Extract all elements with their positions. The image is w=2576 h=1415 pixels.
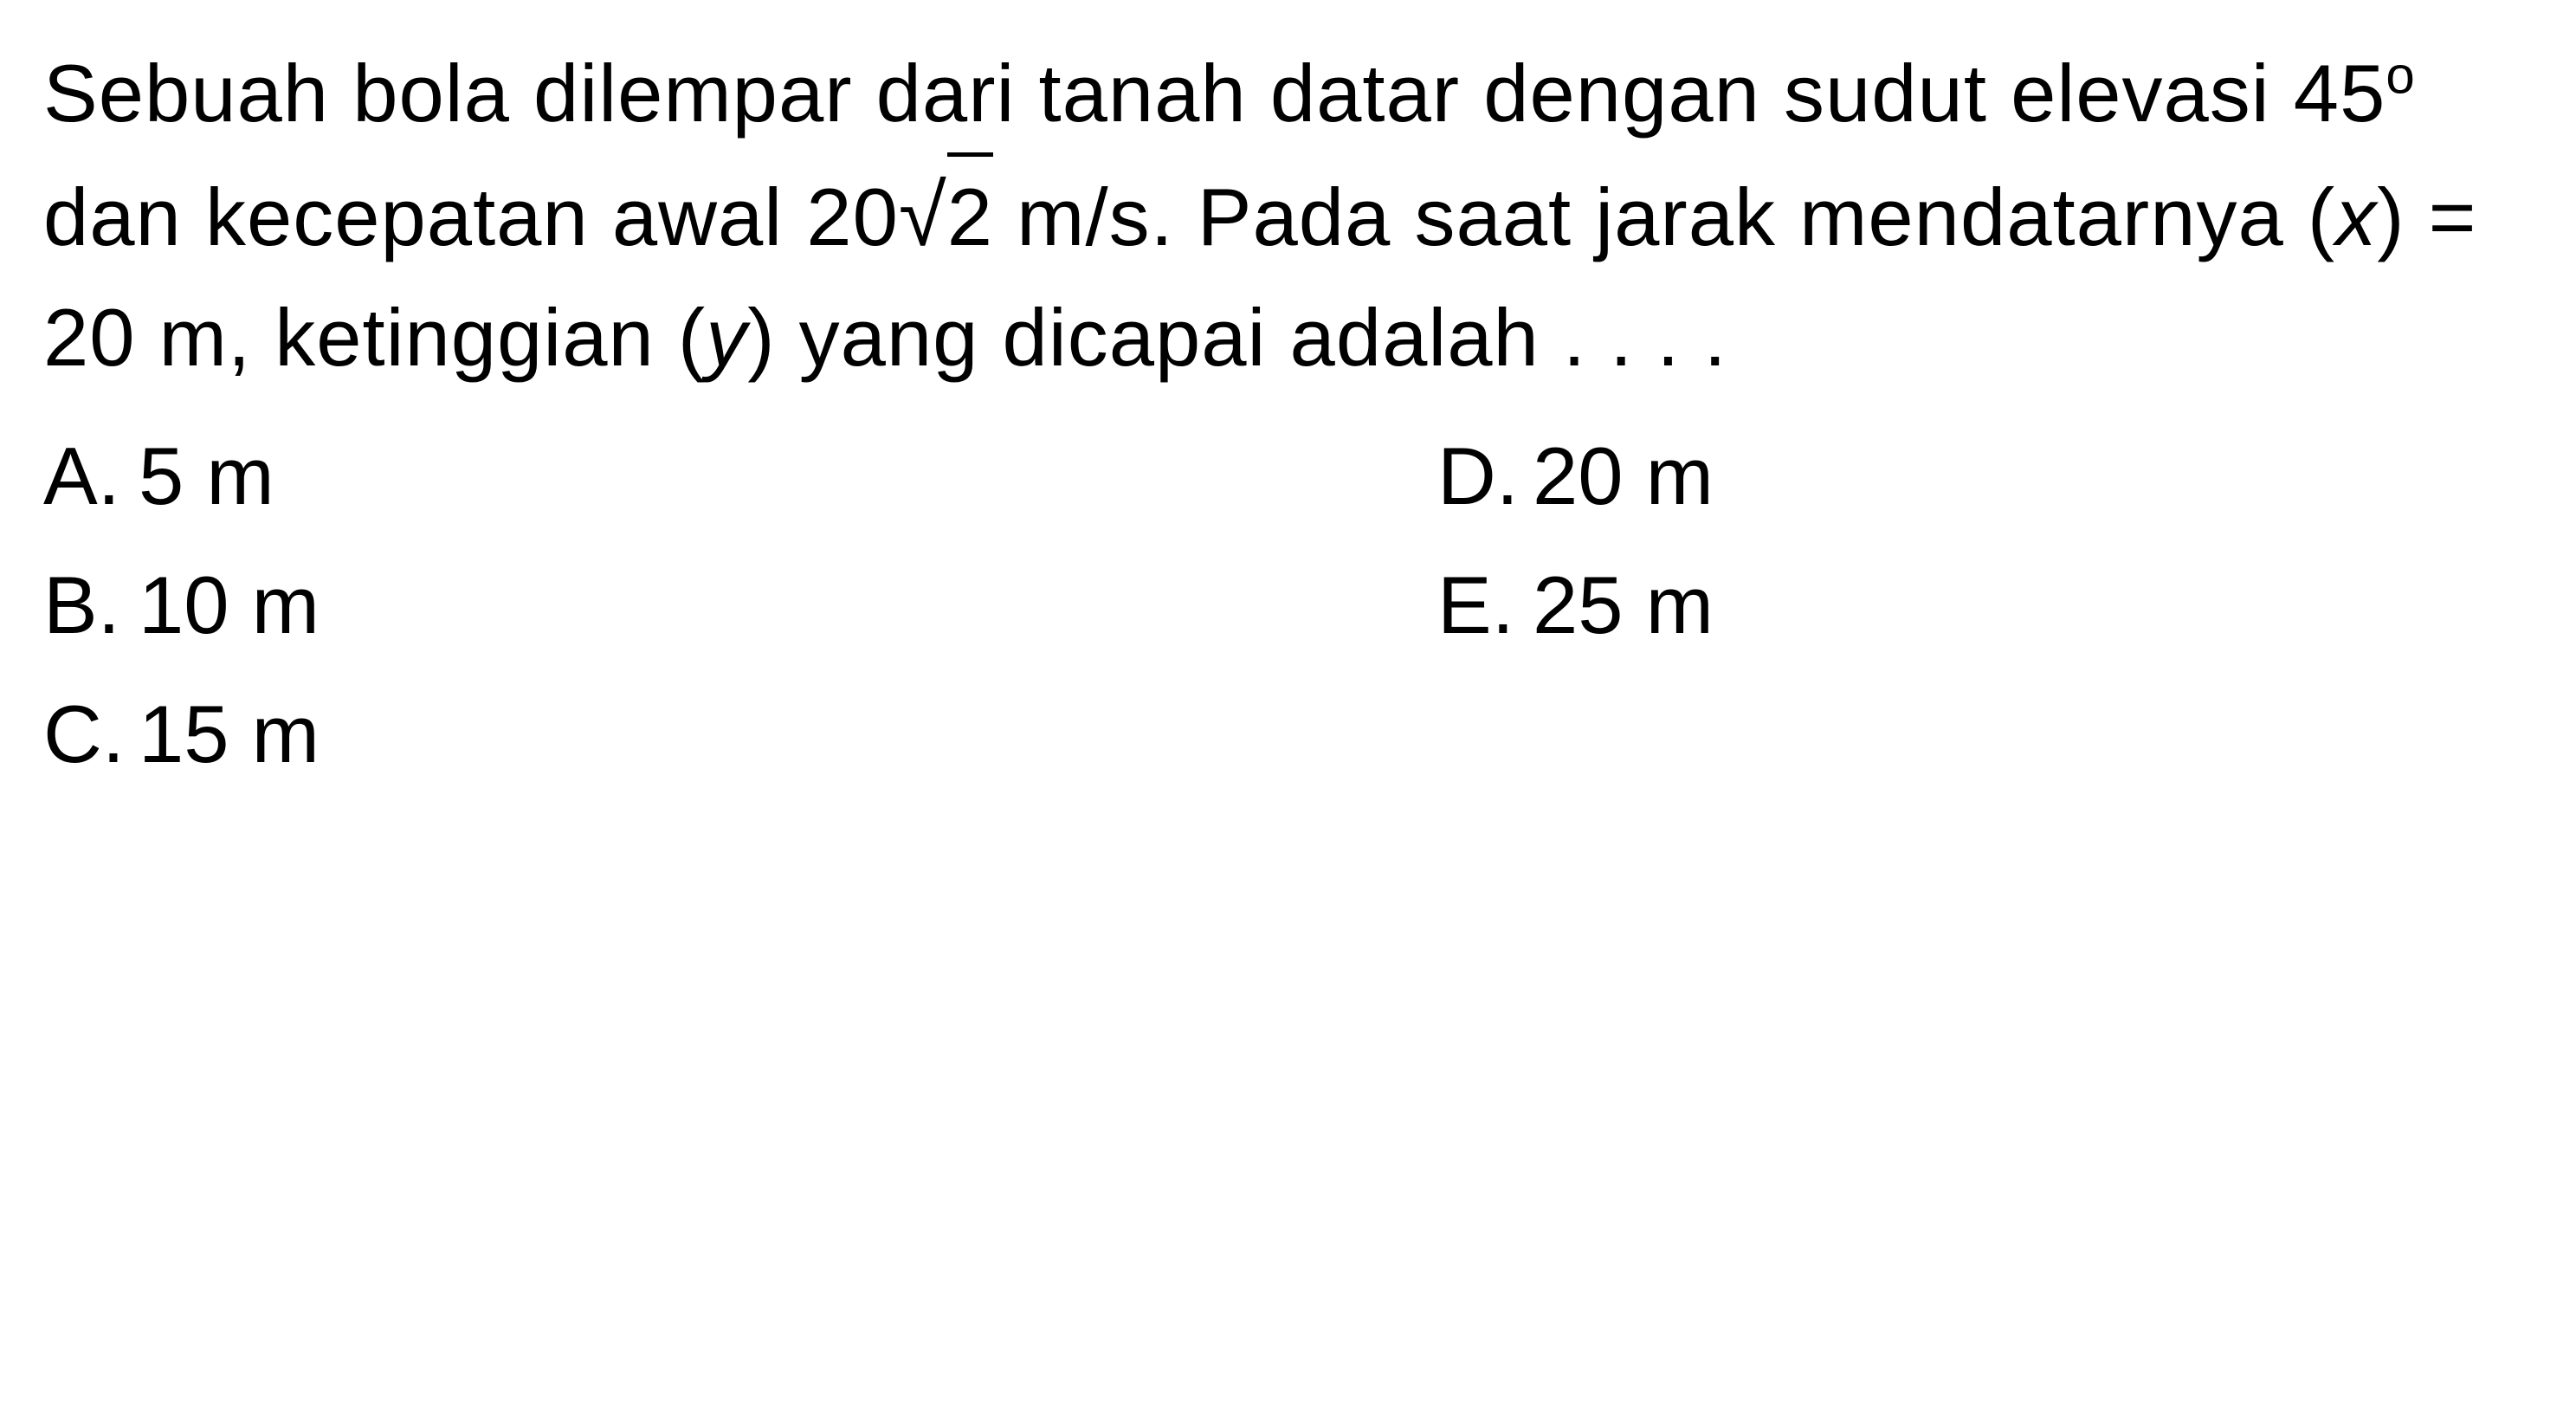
option-b: B. 10 m	[43, 544, 1437, 666]
option-c: C. 15 m	[43, 673, 1437, 795]
sqrt-content: 2	[947, 152, 993, 276]
option-a-value: 5 m	[139, 415, 1437, 537]
option-a: A. 5 m	[43, 415, 1437, 537]
question-part5: ) yang dicapai adalah . . . .	[747, 292, 1727, 383]
question-text: Sebuah bola dilempar dari tanah datar de…	[43, 35, 2533, 397]
options-container: A. 5 m B. 10 m C. 15 m D. 20 m E. 25 m	[43, 415, 2533, 802]
question-part3: m/s. Pada saat jarak mendatar­nya (	[993, 171, 2335, 262]
degree-symbol: o	[2386, 47, 2415, 105]
question-container: Sebuah bola dilempar dari tanah datar de…	[43, 35, 2533, 802]
question-part1: Sebuah bola dilempar dari tanah datar de…	[43, 48, 2386, 139]
option-a-label: A.	[43, 415, 139, 537]
option-b-label: B.	[43, 544, 139, 666]
option-d: D. 20 m	[1437, 415, 2533, 537]
option-e-value: 25 m	[1533, 544, 2533, 666]
variable-y: y	[706, 292, 747, 383]
option-d-label: D.	[1437, 415, 1533, 537]
sqrt-expression: √2	[899, 152, 993, 279]
options-left-column: A. 5 m B. 10 m C. 15 m	[43, 415, 1437, 802]
option-e-label: E.	[1437, 544, 1533, 666]
variable-x: x	[2335, 171, 2377, 262]
question-part2: dan kecepatan awal 20	[43, 171, 899, 262]
options-right-column: D. 20 m E. 25 m	[1437, 415, 2533, 802]
option-e: E. 25 m	[1437, 544, 2533, 666]
sqrt-radical: √	[899, 167, 947, 264]
option-d-value: 20 m	[1533, 415, 2533, 537]
option-c-label: C.	[43, 673, 139, 795]
option-b-value: 10 m	[139, 544, 1437, 666]
option-c-value: 15 m	[139, 673, 1437, 795]
